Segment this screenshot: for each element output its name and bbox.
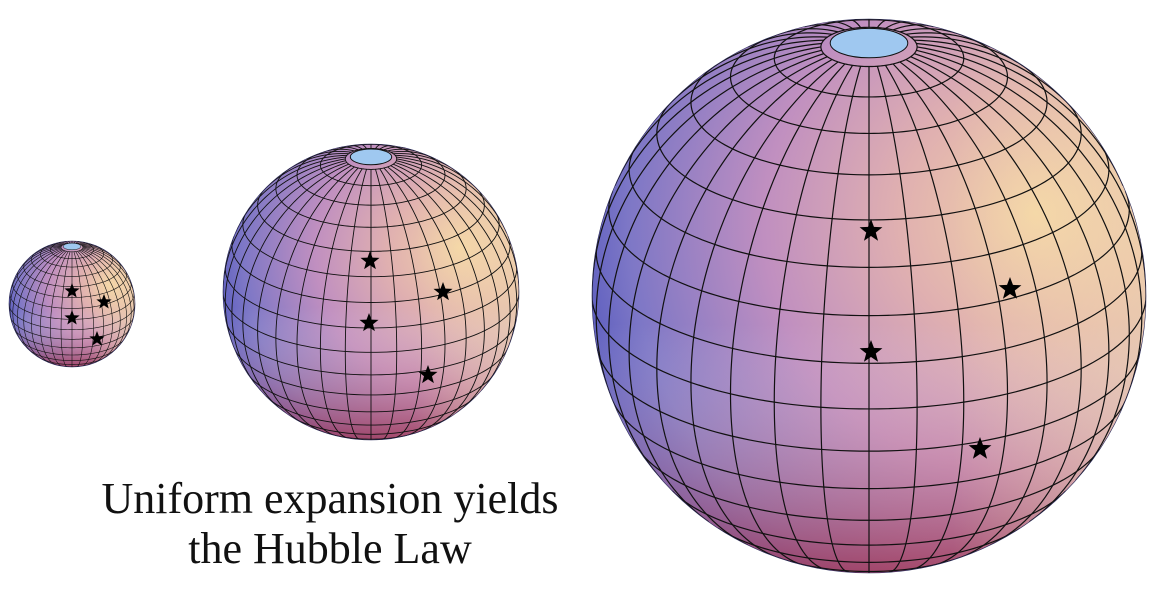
star-icon [360, 251, 380, 270]
sphere-grid [592, 19, 1146, 573]
small-sphere [8, 240, 136, 368]
star-icon [359, 313, 379, 332]
star-icon [433, 282, 453, 301]
star-icon [998, 277, 1022, 299]
star-icon [859, 340, 883, 362]
star-icon [418, 365, 438, 384]
pole-cap [62, 242, 82, 251]
pole-cap [829, 27, 909, 59]
star-icon [96, 294, 112, 309]
diagram-caption: Uniform expansion yields the Hubble Law [40, 474, 620, 574]
star-icon [64, 283, 80, 298]
star-icon [89, 331, 105, 346]
star-icon [968, 437, 992, 459]
pole-cap [349, 148, 393, 166]
medium-sphere [222, 143, 520, 441]
caption-line-2: the Hubble Law [188, 524, 472, 573]
star-icon [859, 219, 883, 241]
large-sphere [591, 18, 1147, 574]
caption-line-1: Uniform expansion yields [101, 474, 559, 523]
star-icon [64, 310, 80, 325]
